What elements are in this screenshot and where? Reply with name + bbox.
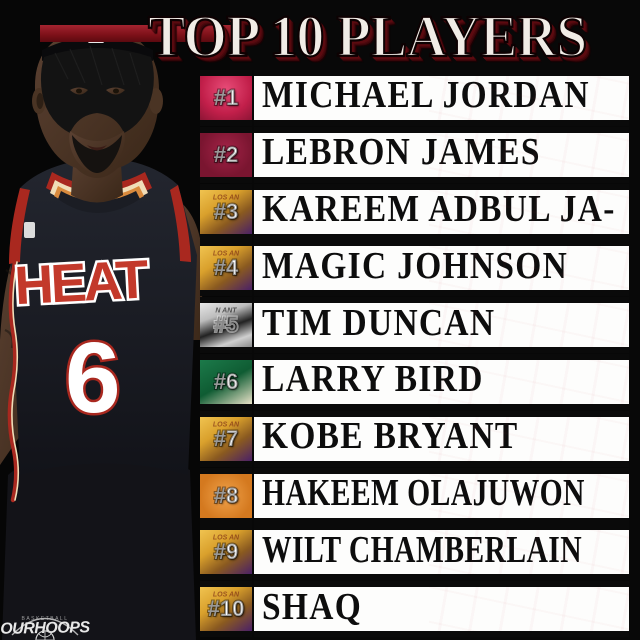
svg-text:6: 6 [65, 322, 121, 434]
svg-text:HEAT: HEAT [13, 249, 150, 316]
